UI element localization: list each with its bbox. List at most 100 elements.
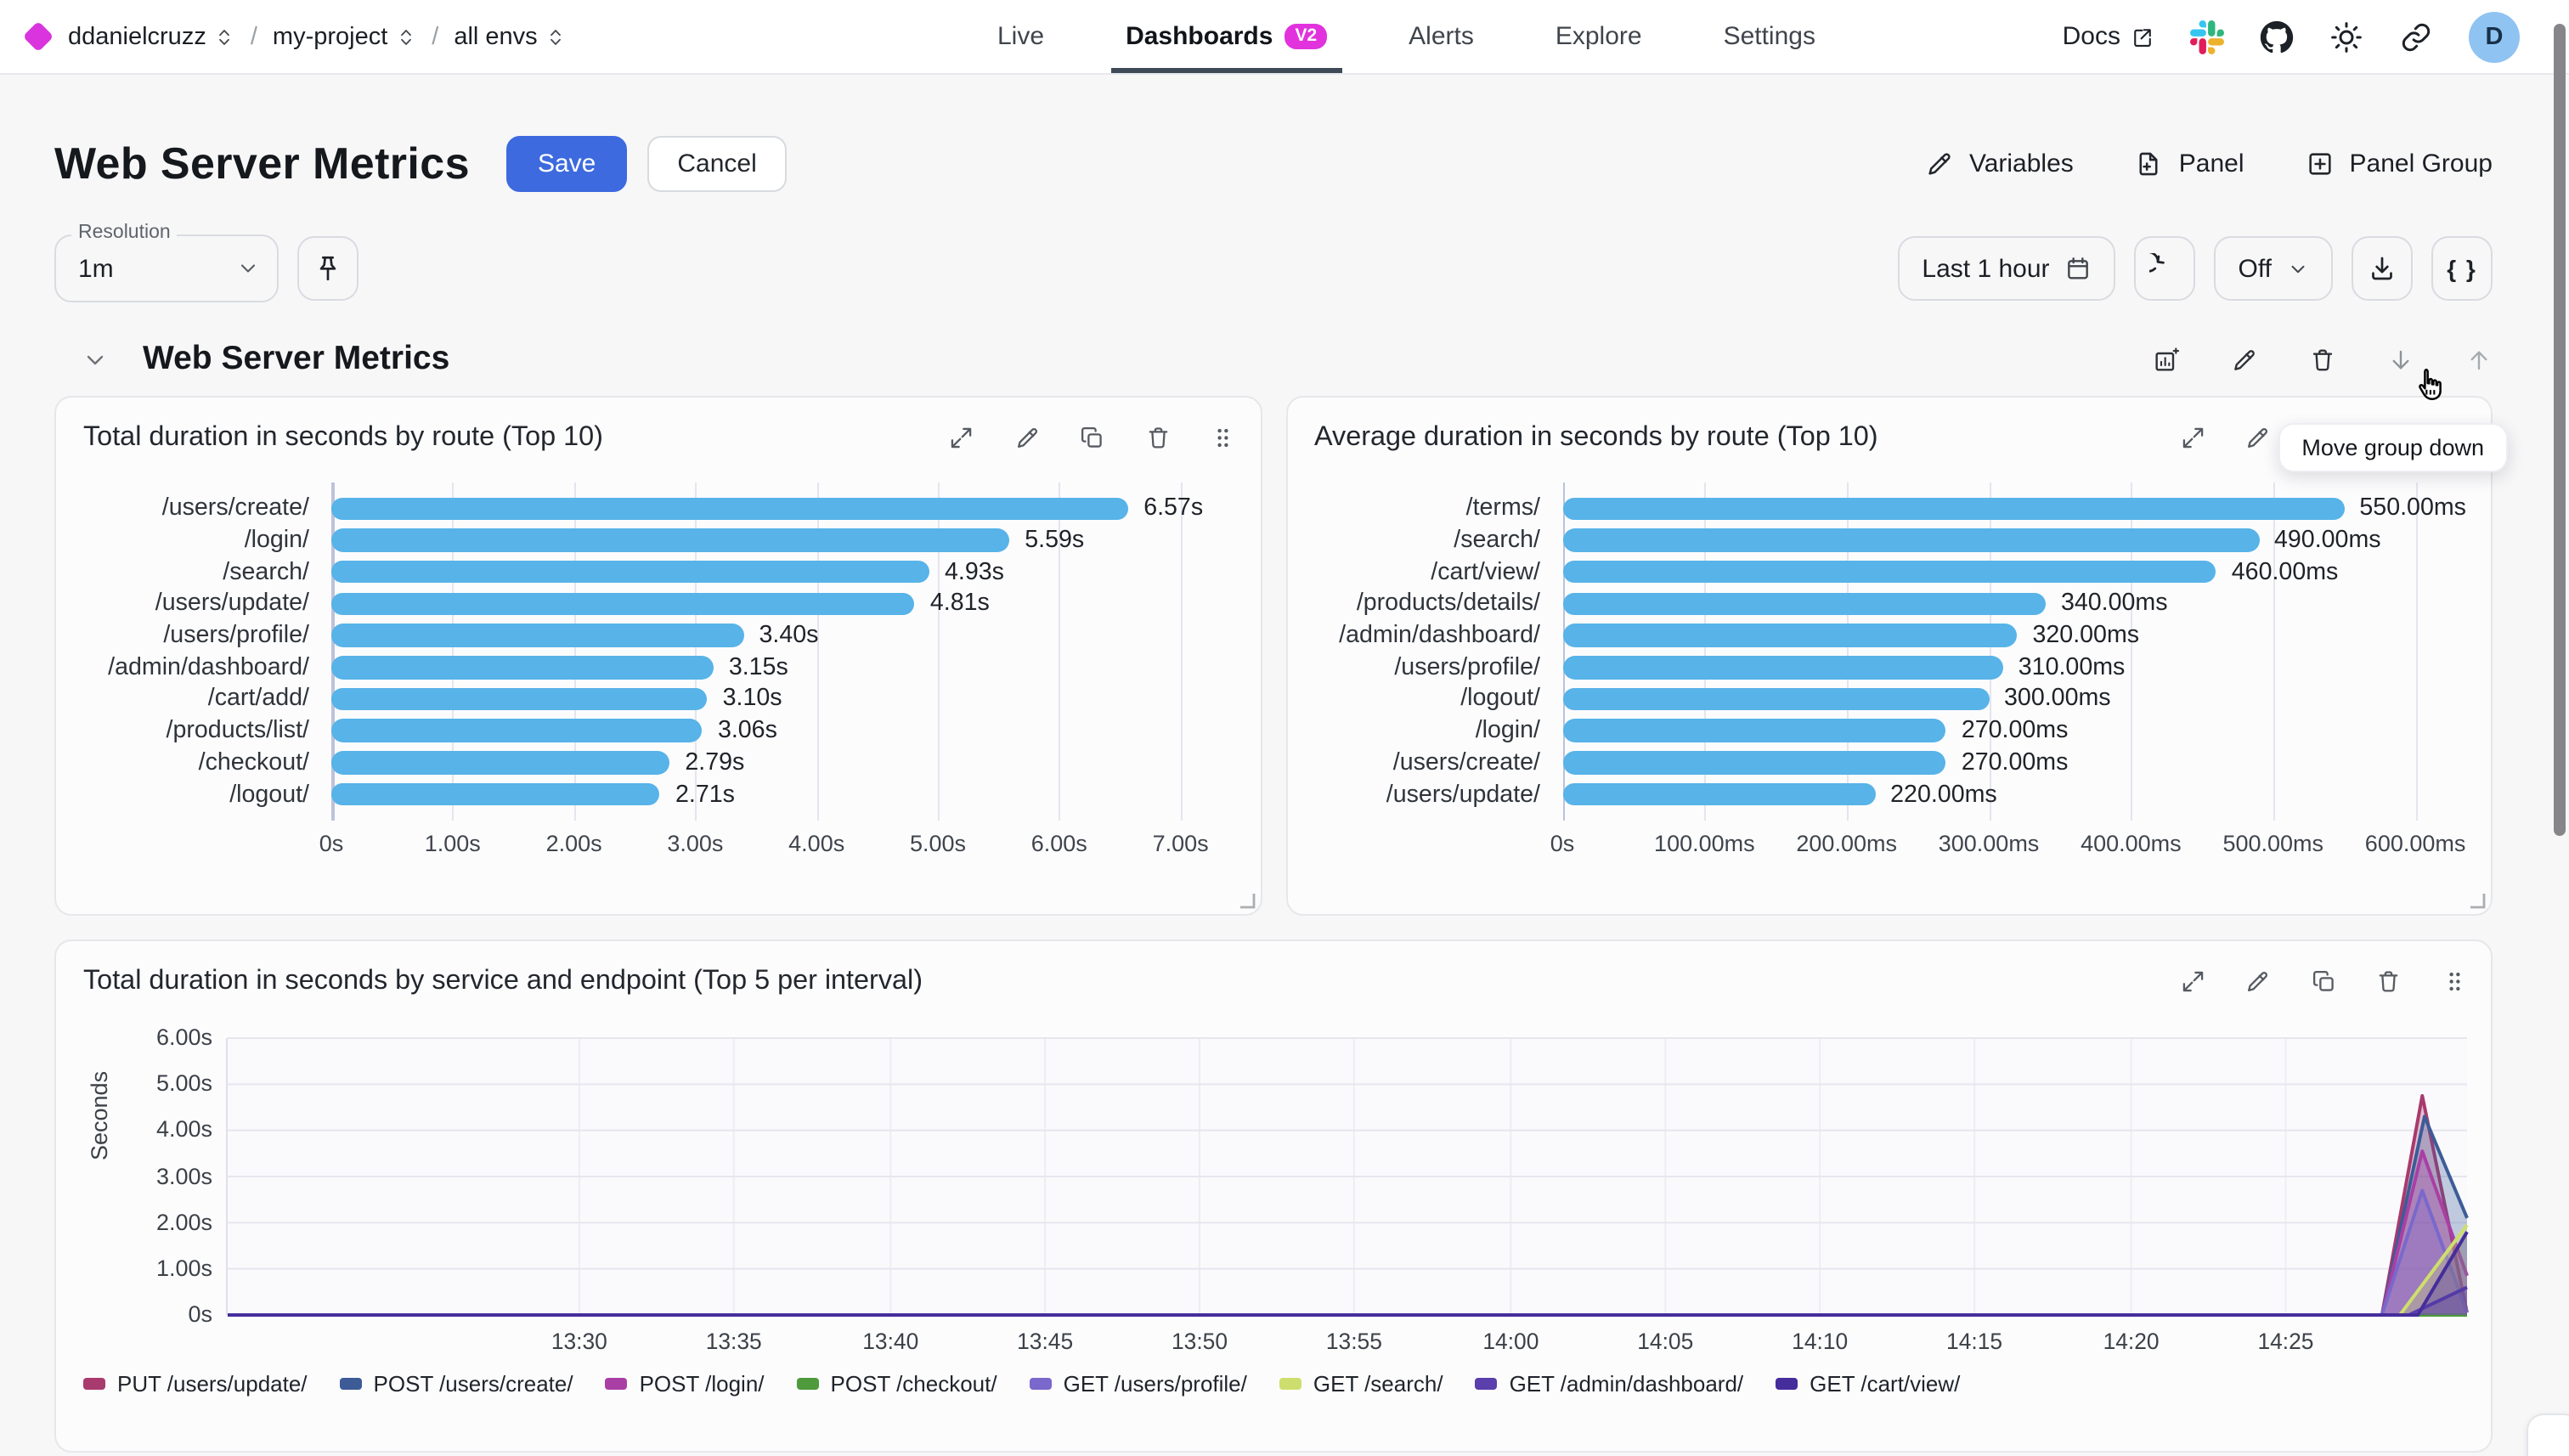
legend-item[interactable]: GET /admin/dashboard/: [1475, 1371, 1743, 1397]
pin-button[interactable]: [297, 236, 359, 301]
bar-value-label: 3.10s: [722, 685, 782, 713]
bar-category-label: /cart/view/: [1431, 558, 1540, 586]
resize-handle[interactable]: [1238, 892, 1255, 909]
nav-live[interactable]: Live: [997, 22, 1045, 51]
edit-panel-button[interactable]: [2244, 968, 2271, 995]
duplicate-panel-button[interactable]: [1079, 425, 1105, 451]
axis-tick-label: 400.00ms: [2081, 830, 2182, 856]
share-link-icon[interactable]: [2399, 20, 2433, 54]
resize-handle[interactable]: [2469, 892, 2486, 909]
drag-handle[interactable]: [1210, 425, 1236, 451]
bar-track: 2.71s: [331, 781, 1233, 808]
legend-item[interactable]: GET /users/profile/: [1029, 1371, 1247, 1397]
add-panel-group-button[interactable]: Panel Group: [2306, 150, 2493, 178]
github-icon[interactable]: [2260, 20, 2294, 54]
bar-row: /admin/dashboard/320.00ms: [1314, 620, 2464, 652]
user-avatar[interactable]: D: [2469, 11, 2520, 62]
nav-settings[interactable]: Settings: [1723, 22, 1815, 51]
edit-panel-button[interactable]: [2244, 425, 2271, 451]
bar: [1562, 592, 2046, 616]
axis-tick-label: 7.00s: [1152, 830, 1209, 856]
download-button[interactable]: [2352, 236, 2413, 301]
refresh-button[interactable]: [2134, 236, 2196, 301]
env-switcher[interactable]: all envs: [454, 23, 566, 50]
dashboard-actions: Variables Panel Panel Group: [1925, 150, 2493, 178]
resolution-select[interactable]: Resolution 1m: [54, 223, 279, 302]
resolution-value: 1m: [78, 254, 114, 283]
x-axis-tick-label: 14:00: [1482, 1329, 1539, 1354]
auto-refresh-select[interactable]: Off: [2214, 236, 2333, 301]
bar-value-label: 220.00ms: [1890, 781, 1997, 809]
gridline: [2273, 483, 2275, 821]
scrollbar-thumb[interactable]: [2554, 24, 2566, 836]
org-switcher[interactable]: ddanielcruzz: [68, 23, 235, 50]
gridline: [1562, 483, 1565, 821]
bar-track: 460.00ms: [1562, 558, 2464, 585]
panels-row: Total duration in seconds by route (Top …: [54, 396, 2493, 916]
legend-item[interactable]: POST /users/create/: [339, 1371, 573, 1397]
drag-handle[interactable]: [2441, 968, 2467, 995]
expand-panel-button[interactable]: [2179, 425, 2205, 451]
edit-group-button[interactable]: [2231, 346, 2258, 373]
axis-tick-label: 100.00ms: [1654, 830, 1755, 856]
legend-item[interactable]: POST /login/: [605, 1371, 765, 1397]
save-button[interactable]: Save: [506, 136, 627, 192]
bar-row: /login/5.59s: [83, 524, 1233, 556]
variables-button[interactable]: Variables: [1925, 150, 2074, 178]
bar-chart-axis: 0s 1.00s 2.00s 3.00s 4.00s 5.00s 6.00s 7.00s: [319, 830, 1233, 861]
panel-actions: [2179, 968, 2467, 995]
bar-value-label: 270.00ms: [1961, 717, 2069, 745]
move-group-up-button[interactable]: [2465, 346, 2493, 373]
duplicate-panel-button[interactable]: [2310, 968, 2336, 995]
code-button[interactable]: { }: [2431, 236, 2493, 301]
bar-track: 3.40s: [331, 622, 1233, 649]
docs-link[interactable]: Docs: [2063, 22, 2154, 51]
legend-item[interactable]: POST /checkout/: [796, 1371, 997, 1397]
panel-title: Total duration in seconds by service and…: [83, 965, 923, 996]
collapse-group-icon[interactable]: [82, 346, 109, 373]
bar-category-label: /cart/add/: [207, 685, 309, 713]
bar-row: /admin/dashboard/3.15s: [83, 652, 1233, 683]
legend-item[interactable]: GET /cart/view/: [1776, 1371, 1960, 1397]
logfire-logo-icon: [22, 20, 54, 53]
add-panel-button[interactable]: Panel: [2135, 150, 2244, 178]
updown-icon: [546, 26, 567, 47]
bar: [1562, 782, 1876, 806]
nav-dashboards[interactable]: Dashboards V2: [1110, 0, 1342, 73]
bar-row: /users/create/270.00ms: [1314, 747, 2464, 778]
edit-panel-button[interactable]: [1013, 425, 1040, 451]
pencil-icon: [2244, 968, 2271, 995]
add-chart-to-group-button[interactable]: [2153, 346, 2180, 373]
project-switcher[interactable]: my-project: [273, 23, 416, 50]
bar-value-label: 6.57s: [1143, 494, 1204, 522]
file-plus-icon: [2135, 150, 2164, 178]
bar-row: /checkout/2.79s: [83, 747, 1233, 778]
slack-icon[interactable]: [2190, 20, 2224, 54]
delete-panel-button[interactable]: [1144, 425, 1171, 451]
nav-explore[interactable]: Explore: [1555, 22, 1642, 51]
legend-item[interactable]: GET /search/: [1279, 1371, 1443, 1397]
bar: [331, 687, 708, 711]
expand-panel-button[interactable]: [948, 425, 974, 451]
axis-tick-label: 600.00ms: [2364, 830, 2466, 856]
axis-tick-label: 6.00s: [1030, 830, 1087, 856]
legend-item[interactable]: PUT /users/update/: [83, 1371, 308, 1397]
expand-panel-button[interactable]: [2179, 968, 2205, 995]
gridline: [1846, 483, 1849, 821]
bar-value-label: 310.00ms: [2018, 653, 2126, 681]
nav-alerts[interactable]: Alerts: [1409, 22, 1474, 51]
move-group-down-button[interactable]: [2387, 346, 2414, 373]
bar-row: /cart/view/460.00ms: [1314, 556, 2464, 588]
cancel-button[interactable]: Cancel: [646, 136, 788, 192]
bar-track: 6.57s: [331, 495, 1233, 522]
delete-group-button[interactable]: [2309, 346, 2336, 373]
time-range-button[interactable]: Last 1 hour: [1898, 236, 2116, 301]
bar-value-label: 270.00ms: [1961, 748, 2069, 776]
org-name: ddanielcruzz: [68, 23, 206, 50]
delete-panel-button[interactable]: [2375, 968, 2402, 995]
bar-category-label: /login/: [1475, 717, 1540, 745]
theme-toggle-sun-icon[interactable]: [2329, 20, 2363, 54]
updown-icon: [215, 26, 235, 47]
pencil-icon: [2231, 346, 2258, 373]
bar-track: 270.00ms: [1562, 749, 2464, 776]
